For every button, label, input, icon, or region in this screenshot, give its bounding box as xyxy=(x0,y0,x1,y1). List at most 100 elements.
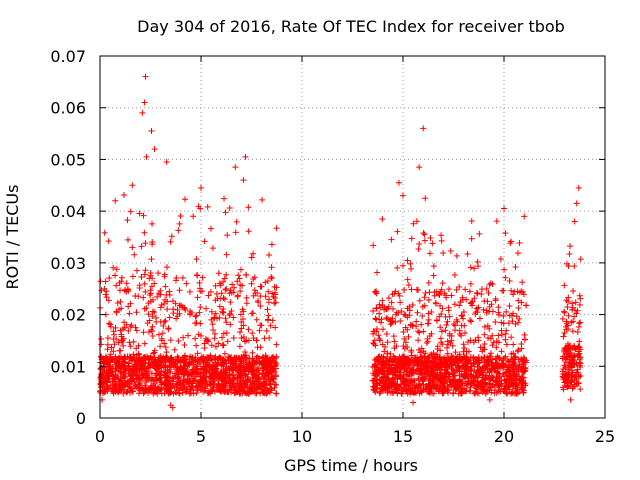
data-point xyxy=(132,292,139,299)
x-tick-label: 10 xyxy=(292,427,312,446)
data-point xyxy=(495,375,502,382)
data-point xyxy=(416,329,423,336)
data-point xyxy=(414,383,421,390)
data-point xyxy=(411,362,418,369)
data-point xyxy=(437,378,444,385)
data-point xyxy=(371,328,378,335)
data-point xyxy=(249,356,256,363)
data-point xyxy=(376,310,383,317)
data-point xyxy=(115,339,122,346)
data-point xyxy=(130,351,137,358)
data-point xyxy=(227,310,234,317)
data-point xyxy=(516,363,523,370)
data-point xyxy=(266,251,273,258)
data-point xyxy=(139,109,146,116)
data-point xyxy=(231,365,238,372)
data-point xyxy=(117,327,124,334)
data-point xyxy=(498,319,505,326)
data-point xyxy=(456,327,463,334)
data-point xyxy=(576,292,583,299)
data-point xyxy=(210,362,217,369)
data-point xyxy=(265,370,272,377)
data-point xyxy=(410,366,417,373)
data-point xyxy=(215,355,222,362)
data-point xyxy=(176,220,183,227)
data-point xyxy=(152,356,159,363)
data-point xyxy=(439,280,446,287)
data-point xyxy=(101,378,108,385)
data-point xyxy=(470,360,477,367)
data-point xyxy=(465,378,472,385)
data-point xyxy=(493,344,500,351)
data-point xyxy=(521,213,528,220)
data-point xyxy=(230,361,237,368)
data-point xyxy=(406,381,413,388)
data-point xyxy=(105,297,112,304)
data-point xyxy=(491,363,498,370)
data-point xyxy=(418,321,425,328)
data-point xyxy=(248,280,255,287)
data-point xyxy=(483,359,490,366)
data-point xyxy=(575,184,582,191)
data-point xyxy=(147,382,154,389)
data-point xyxy=(173,363,180,370)
data-point xyxy=(401,364,408,371)
data-point xyxy=(195,203,202,210)
data-point xyxy=(438,310,445,317)
data-point xyxy=(388,379,395,386)
data-point xyxy=(143,368,150,375)
data-point xyxy=(463,358,470,365)
data-point xyxy=(495,304,502,311)
data-point xyxy=(452,327,459,334)
data-point xyxy=(383,330,390,337)
data-point xyxy=(199,274,206,281)
data-point xyxy=(212,310,219,317)
data-point xyxy=(190,377,197,384)
data-point xyxy=(169,298,176,305)
data-point xyxy=(237,311,244,318)
data-point xyxy=(238,358,245,365)
data-point xyxy=(165,389,172,396)
data-point xyxy=(164,386,171,393)
data-point xyxy=(459,380,466,387)
data-point xyxy=(381,362,388,369)
data-point xyxy=(265,296,272,303)
data-point xyxy=(460,315,467,322)
data-point xyxy=(376,368,383,375)
data-point xyxy=(208,308,215,315)
data-point xyxy=(489,308,496,315)
data-point xyxy=(262,373,269,380)
data-point xyxy=(518,340,525,347)
data-point xyxy=(163,159,170,166)
data-point xyxy=(427,235,434,242)
data-point xyxy=(166,359,173,366)
data-point xyxy=(385,295,392,302)
data-point xyxy=(133,345,140,352)
data-point xyxy=(438,328,445,335)
data-point xyxy=(566,362,573,369)
data-point xyxy=(475,304,482,311)
data-point xyxy=(427,365,434,372)
data-point xyxy=(566,251,573,258)
data-point xyxy=(501,377,508,384)
data-point xyxy=(226,205,233,211)
data-point xyxy=(113,282,120,289)
data-point xyxy=(134,267,141,274)
data-point xyxy=(265,358,272,365)
data-point xyxy=(384,339,391,346)
data-point xyxy=(466,288,473,295)
data-point xyxy=(124,286,131,293)
data-point xyxy=(176,373,183,380)
data-point xyxy=(179,274,186,281)
data-point xyxy=(376,357,383,364)
data-point xyxy=(571,307,578,314)
data-point xyxy=(237,288,244,295)
data-point xyxy=(209,245,216,252)
data-point xyxy=(262,293,269,300)
data-point xyxy=(468,235,475,242)
x-tick-label: 25 xyxy=(595,427,615,446)
data-point xyxy=(474,290,481,297)
data-point xyxy=(138,243,145,250)
data-point xyxy=(477,344,484,351)
data-point xyxy=(448,292,455,299)
